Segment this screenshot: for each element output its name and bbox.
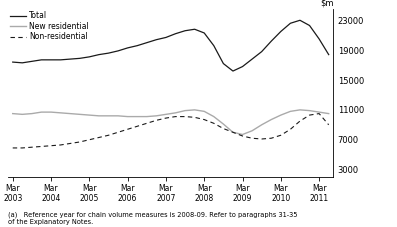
Text: (a)   Reference year for chain volume measures is 2008-09. Refer to paragraphs 3: (a) Reference year for chain volume meas… bbox=[8, 211, 297, 225]
Legend: Total, New residential, Non-residential: Total, New residential, Non-residential bbox=[10, 11, 89, 41]
Text: $m: $m bbox=[320, 0, 333, 7]
